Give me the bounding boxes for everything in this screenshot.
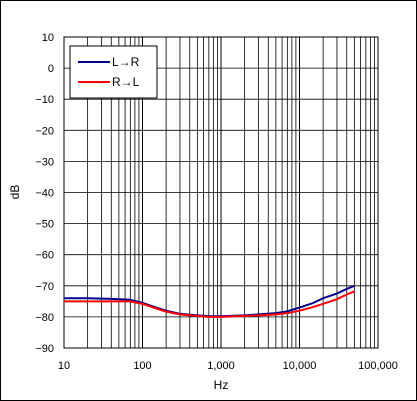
y-tick-label: 0 — [48, 63, 54, 75]
x-axis-tick-labels: 10 100 1,000 10,000 100,000 — [58, 360, 398, 372]
legend-label-l-to-r: L→R — [112, 55, 140, 69]
x-tick-label: 1,000 — [207, 360, 235, 372]
x-tick-label: 100 — [133, 360, 151, 372]
y-axis-label: dB — [8, 185, 22, 200]
y-tick-label: −70 — [35, 281, 54, 293]
x-tick-label: 10,000 — [283, 360, 317, 372]
y-tick-label: −90 — [35, 343, 54, 355]
legend-label-r-to-l: R→L — [112, 75, 140, 89]
legend: L→R R→L — [69, 45, 158, 99]
x-tick-label: 10 — [58, 360, 70, 372]
legend-box — [69, 45, 158, 99]
y-tick-label: −50 — [35, 219, 54, 231]
y-tick-label: −30 — [35, 156, 54, 168]
y-tick-label: −60 — [35, 250, 54, 262]
y-tick-label: 10 — [42, 32, 54, 44]
x-axis-label: Hz — [214, 378, 229, 392]
series-layer — [64, 284, 355, 318]
y-tick-label: −80 — [35, 312, 54, 324]
y-tick-label: −40 — [35, 188, 54, 200]
y-axis-tick-labels: 10 0 −10 −20 −30 −40 −50 −60 −70 −80 −90 — [35, 32, 54, 355]
y-tick-label: −10 — [35, 94, 54, 106]
series-line-r-to-l — [64, 290, 355, 318]
x-tick-label: 100,000 — [358, 360, 398, 372]
y-tick-label: −20 — [35, 125, 54, 137]
plot-area-border — [63, 36, 379, 349]
